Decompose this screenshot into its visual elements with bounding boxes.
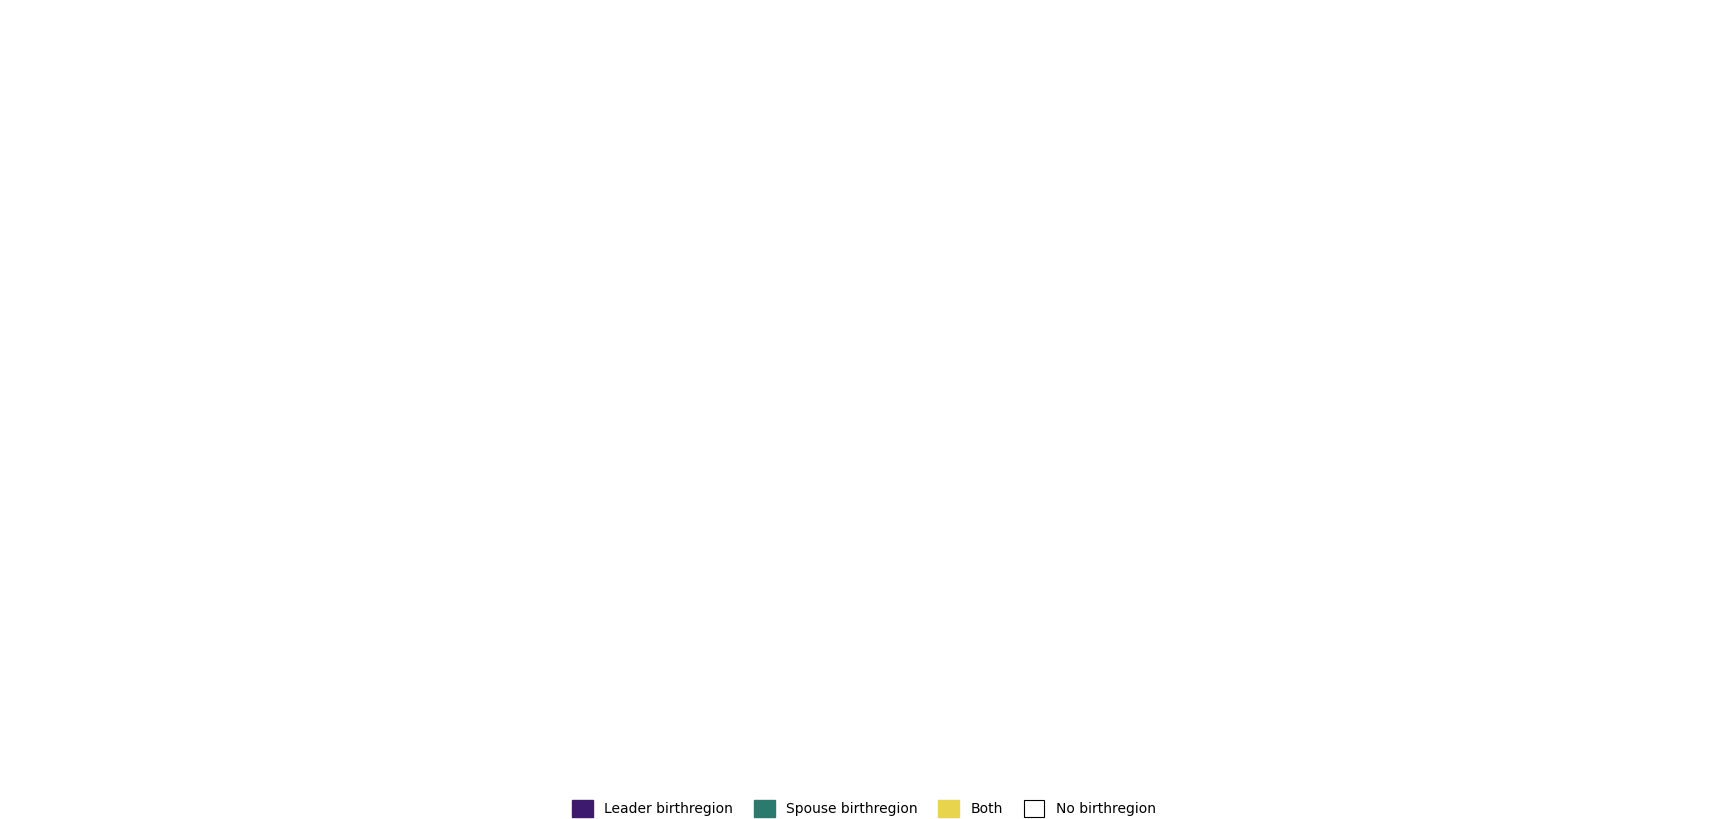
Legend: Leader birthregion, Spouse birthregion, Both, No birthregion: Leader birthregion, Spouse birthregion, … xyxy=(567,794,1161,819)
